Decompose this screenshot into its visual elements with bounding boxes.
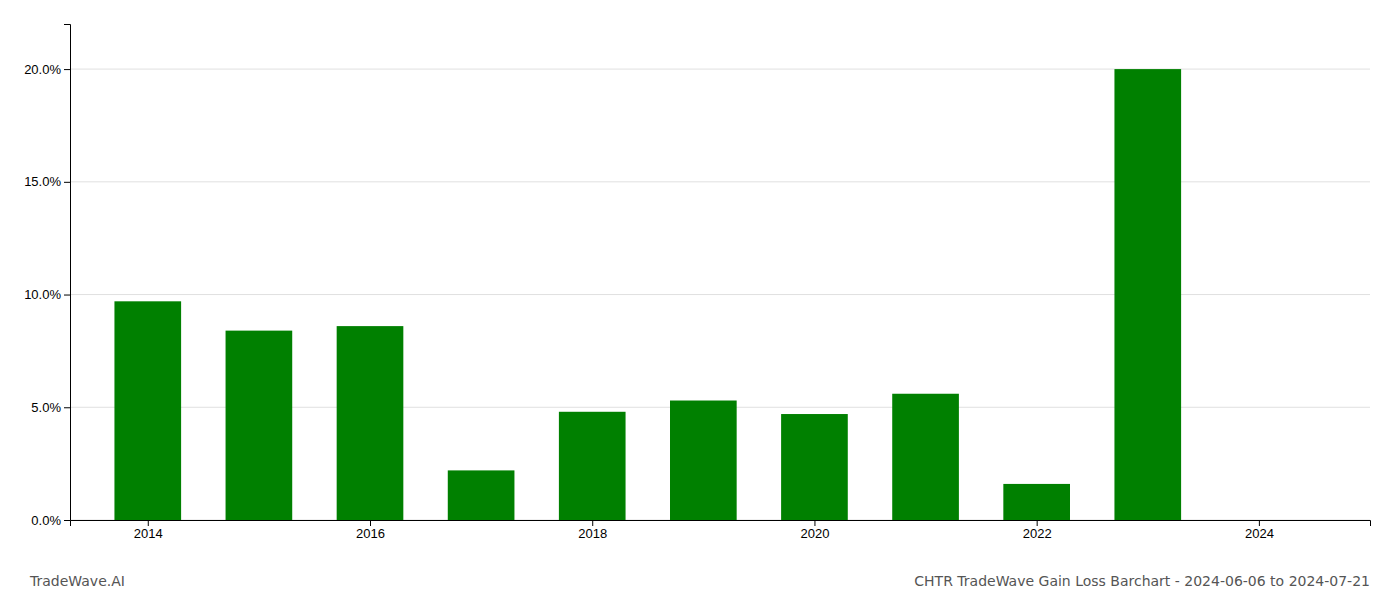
x-tick: 2018 xyxy=(578,520,607,541)
annotation: TradeWave.AI xyxy=(29,573,125,589)
x-tick: 2020 xyxy=(800,520,829,541)
x-tick: 2024 xyxy=(1245,520,1274,541)
chart-container: 2014 2016 2018 2020 2022 2024 0.0% 5.0% 10.0% 15.… xyxy=(0,0,1400,600)
y-axis: 0.0% 5.0% 10.0% 15.0% 20.0% xyxy=(24,25,70,528)
y-tick-label: 5.0% xyxy=(31,400,61,415)
y-tick-label: 0.0% xyxy=(31,513,61,528)
bar xyxy=(892,394,959,520)
title: CHTR TradeWave Gain Loss Barchart - 2024… xyxy=(914,573,1370,589)
x-tick-mark xyxy=(814,520,815,526)
x-tick-mark xyxy=(1037,520,1038,526)
bar xyxy=(226,331,293,520)
x-tick: 2014 xyxy=(134,520,163,541)
x-tick-label: 2016 xyxy=(356,526,385,541)
x-tick-mark xyxy=(592,520,593,526)
x-tick: 2016 xyxy=(356,520,385,541)
y-axis-line xyxy=(64,25,71,521)
bar xyxy=(1226,520,1293,521)
bar xyxy=(559,412,626,520)
y-tick-mark xyxy=(64,182,70,183)
bar xyxy=(114,301,181,520)
x-tick-mark xyxy=(148,520,149,526)
y-tick: 20.0% xyxy=(24,62,70,77)
y-tick-label: 15.0% xyxy=(24,174,61,189)
chart-svg: 2014 2016 2018 2020 2022 2024 0.0% 5.0% 10.0% 15.… xyxy=(0,0,1400,600)
x-tick-label: 2022 xyxy=(1023,526,1052,541)
x-tick-label: 2014 xyxy=(134,526,163,541)
plot-area xyxy=(114,69,1181,520)
y-tick-mark xyxy=(64,520,70,521)
y-tick: 10.0% xyxy=(24,287,70,302)
grid xyxy=(70,69,1370,520)
x-axis: 2014 2016 2018 2020 2022 2024 xyxy=(71,520,1371,541)
bar xyxy=(670,401,737,520)
y-tick: 0.0% xyxy=(31,513,70,528)
y-tick-mark xyxy=(64,407,70,408)
y-tick-mark xyxy=(64,295,70,296)
x-tick-mark xyxy=(1259,520,1260,526)
x-tick-mark xyxy=(370,520,371,526)
y-tick-mark xyxy=(64,69,70,70)
bar xyxy=(448,470,515,520)
x-axis-line xyxy=(71,521,1371,527)
bar xyxy=(1114,69,1181,520)
bar xyxy=(781,414,848,520)
x-tick-label: 2018 xyxy=(578,526,607,541)
y-tick: 15.0% xyxy=(24,174,70,189)
x-tick: 2022 xyxy=(1023,520,1052,541)
y-tick-label: 20.0% xyxy=(24,62,61,77)
bar xyxy=(337,326,404,520)
y-tick-label: 10.0% xyxy=(24,287,61,302)
x-tick-label: 2024 xyxy=(1245,526,1274,541)
x-tick-label: 2020 xyxy=(800,526,829,541)
bar xyxy=(1003,484,1070,520)
y-tick: 5.0% xyxy=(31,400,70,415)
